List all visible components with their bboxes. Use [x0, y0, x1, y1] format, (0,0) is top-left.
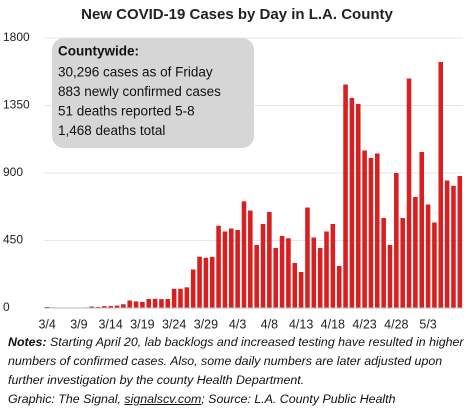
- y-tick-label: 1350: [3, 98, 30, 112]
- bar: [127, 300, 132, 308]
- notes-label: Notes:: [8, 335, 47, 349]
- bar: [406, 78, 412, 308]
- annotation-line: 1,468 deaths total: [58, 123, 165, 138]
- bar: [228, 228, 234, 308]
- chart-title: New COVID-19 Cases by Day in L.A. County: [81, 6, 393, 23]
- bar: [286, 238, 291, 308]
- bar: [451, 185, 456, 308]
- bar: [292, 263, 298, 308]
- bar: [222, 231, 228, 308]
- bar: [413, 197, 418, 308]
- x-tick-label: 3/4: [38, 317, 55, 330]
- bar: [102, 306, 107, 308]
- x-tick-label: 4/3: [229, 317, 246, 330]
- x-tick-label: 4/8: [261, 317, 278, 330]
- y-tick-label: 450: [3, 233, 23, 247]
- bar: [197, 256, 202, 308]
- x-tick-label: 3/9: [70, 317, 87, 330]
- bar: [95, 306, 101, 308]
- notes-text: Starting April 20, lab backlogs and incr…: [8, 335, 464, 387]
- bar: [317, 248, 323, 308]
- credit-link[interactable]: signalscv.com: [124, 392, 202, 406]
- bar: [387, 245, 393, 308]
- bar: [330, 224, 336, 308]
- x-tick-label: 4/23: [352, 317, 376, 330]
- bar: [336, 266, 342, 308]
- bar: [216, 225, 221, 308]
- bar: [375, 153, 380, 308]
- bar: [260, 224, 266, 308]
- bar: [362, 150, 367, 308]
- x-tick-label: 4/28: [384, 317, 408, 330]
- credit-suffix: ; Source: L.A. County Public Health: [201, 392, 396, 406]
- x-tick-label: 4/18: [321, 317, 345, 330]
- bar: [324, 231, 329, 308]
- bar: [146, 299, 152, 308]
- bar: [419, 152, 425, 308]
- credit-prefix: Graphic: The Signal,: [8, 392, 121, 406]
- bar: [190, 269, 196, 308]
- bar: [248, 210, 253, 308]
- annotation-line: 883 newly confirmed cases: [58, 84, 221, 99]
- x-tick-label: 3/24: [162, 317, 186, 330]
- bar: [152, 298, 158, 308]
- credit: Graphic: The Signal, signalscv.com; Sour…: [8, 390, 470, 409]
- bar: [159, 299, 164, 308]
- bar: [165, 299, 171, 308]
- annotation: Countywide: 30,296 cases as of Friday 883 …: [52, 38, 254, 148]
- bar: [425, 204, 431, 308]
- x-tick-label: 5/3: [419, 317, 436, 330]
- notes: Notes: Starting April 20, lab backlogs a…: [8, 333, 470, 409]
- bar: [44, 306, 50, 308]
- bar: [457, 176, 463, 308]
- annotation-box: [52, 38, 254, 148]
- bar: [381, 218, 386, 308]
- bar: [133, 301, 139, 308]
- annotation-heading: Countywide:: [58, 44, 139, 59]
- annotation-line: 30,296 cases as of Friday: [58, 65, 213, 80]
- y-tick-label: 0: [3, 300, 10, 314]
- bar: [114, 305, 120, 308]
- bar: [241, 201, 247, 308]
- y-tick-label: 900: [3, 165, 23, 179]
- bar: [311, 237, 317, 308]
- bar: [267, 212, 272, 308]
- x-tick-label: 3/14: [98, 317, 122, 330]
- bar: [349, 98, 355, 308]
- bar: [438, 62, 444, 308]
- bar: [298, 272, 304, 308]
- bar: [235, 230, 240, 308]
- bar: [171, 288, 177, 308]
- y-tick-label: 1800: [3, 30, 30, 44]
- x-tick-label: 3/19: [130, 317, 154, 330]
- x-tick-label: 3/29: [194, 317, 218, 330]
- notes-block: Notes: Starting April 20, lab backlogs a…: [8, 333, 470, 390]
- bar: [368, 158, 374, 308]
- bar: [355, 104, 361, 308]
- bar: [89, 306, 94, 308]
- bar: [279, 236, 285, 308]
- bar: [184, 287, 190, 308]
- bar: [178, 288, 183, 308]
- x-tick-label: 4/13: [289, 317, 313, 330]
- bar: [444, 180, 450, 308]
- bar: [108, 306, 113, 308]
- bar: [203, 257, 209, 308]
- bar: [121, 304, 126, 308]
- bar: [254, 245, 259, 308]
- bar: [394, 173, 399, 308]
- chart: New COVID-19 Cases by Day in L.A. County…: [3, 6, 463, 330]
- bar: [343, 84, 348, 308]
- annotation-line: 51 deaths reported 5-8: [58, 104, 195, 119]
- bar: [140, 302, 145, 308]
- bar: [400, 218, 405, 308]
- bar: [432, 222, 437, 308]
- bar: [273, 248, 279, 308]
- bar: [209, 257, 215, 308]
- bar: [305, 207, 310, 308]
